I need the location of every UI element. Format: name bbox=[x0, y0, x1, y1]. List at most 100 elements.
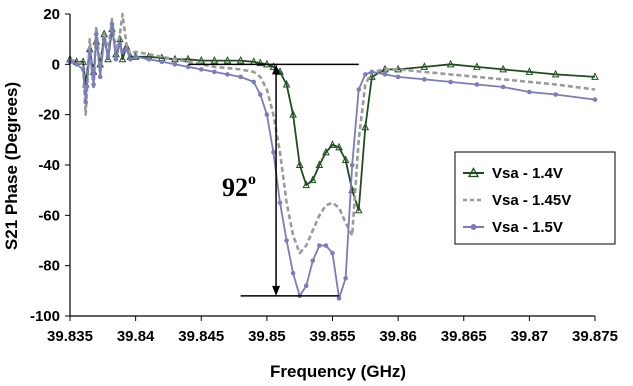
series-2-point bbox=[271, 150, 276, 155]
series-2-point bbox=[290, 270, 296, 276]
legend: Vsa - 1.4V Vsa - 1.45V Vsa - 1.5V bbox=[454, 151, 616, 245]
series-2-point bbox=[474, 82, 480, 87]
x-tick-label: 39.855 bbox=[310, 328, 356, 345]
series-2-point bbox=[369, 69, 375, 75]
series-0-point bbox=[354, 205, 363, 214]
x-tick-label: 39.84 bbox=[117, 328, 155, 345]
y-tick-label: -20 bbox=[38, 107, 60, 124]
x-tick-label: 39.835 bbox=[47, 328, 93, 345]
y-tick-label: -60 bbox=[38, 207, 60, 224]
series-2-point bbox=[363, 72, 368, 77]
series-0-point bbox=[551, 69, 560, 78]
series-0-point bbox=[79, 57, 87, 65]
series-2-point bbox=[251, 79, 257, 85]
series-0-point bbox=[446, 59, 455, 68]
series-0-point bbox=[499, 64, 507, 73]
series-2-point bbox=[382, 72, 388, 77]
series-2-point bbox=[80, 67, 86, 72]
series-0-point bbox=[295, 160, 304, 168]
series-0-point bbox=[309, 175, 317, 184]
y-tick-label: -40 bbox=[38, 157, 60, 174]
series-2-point bbox=[527, 89, 532, 95]
series-2-point bbox=[97, 74, 103, 80]
series-2-point bbox=[128, 57, 133, 62]
series-2-point bbox=[422, 77, 427, 82]
x-tick-label: 39.86 bbox=[379, 328, 417, 345]
series-2-point bbox=[124, 46, 129, 52]
series-2-point bbox=[317, 243, 322, 248]
x-tick-label: 39.845 bbox=[178, 328, 224, 345]
series-0-point bbox=[282, 79, 291, 88]
series-0-point bbox=[361, 122, 370, 131]
arrow-head-up bbox=[272, 64, 281, 75]
y-tick-label: 0 bbox=[52, 56, 60, 73]
series-0-point bbox=[223, 55, 232, 64]
series-0-point bbox=[335, 142, 343, 151]
y-tick-label: -80 bbox=[38, 258, 60, 275]
series-2-point bbox=[120, 49, 125, 55]
series-0-point bbox=[269, 62, 278, 70]
legend-box bbox=[454, 151, 616, 245]
series-2-point bbox=[105, 54, 111, 60]
series-2-point bbox=[258, 92, 263, 97]
series-2-point bbox=[198, 67, 204, 72]
series-layer bbox=[66, 12, 599, 301]
annotation-label-base: 92 bbox=[222, 173, 248, 202]
series-2-point bbox=[93, 31, 99, 37]
annotation-label: 92o bbox=[222, 171, 256, 202]
y-tick-label: 20 bbox=[43, 6, 60, 23]
series-0-point bbox=[420, 62, 429, 70]
series-0-point bbox=[473, 62, 481, 70]
x-axis-title: Frequency (GHz) bbox=[270, 362, 406, 381]
series-2-point bbox=[310, 258, 316, 263]
x-tick-label: 39.865 bbox=[441, 328, 487, 345]
legend-label-0: Vsa - 1.4V bbox=[492, 165, 563, 182]
series-0-point bbox=[315, 160, 324, 168]
series-2-point bbox=[264, 112, 270, 117]
legend-label-1: Vsa - 1.45V bbox=[492, 192, 571, 209]
series-0-point bbox=[328, 140, 337, 148]
series-0-point bbox=[341, 155, 350, 163]
series-2-point bbox=[146, 57, 152, 62]
legend-label-2: Vsa - 1.5V bbox=[492, 219, 563, 236]
arrow-head-down bbox=[272, 285, 281, 296]
series-2-point bbox=[74, 62, 79, 67]
x-tick-label: 39.87 bbox=[511, 328, 549, 345]
series-2-point bbox=[303, 283, 309, 289]
series-2-point bbox=[553, 92, 558, 97]
series-2-point bbox=[212, 69, 217, 75]
y-axis-title: S21 Phase (Degrees) bbox=[2, 82, 21, 250]
legend-marker-2 bbox=[470, 224, 477, 230]
series-line-1 bbox=[69, 12, 596, 255]
legend-marker-0 bbox=[467, 167, 480, 178]
series-2-point bbox=[395, 74, 401, 80]
series-0-point bbox=[289, 110, 297, 118]
series-0-point bbox=[118, 54, 127, 63]
x-tick-label: 39.875 bbox=[572, 328, 618, 345]
series-2-point bbox=[185, 64, 191, 70]
series-2-point bbox=[277, 200, 283, 206]
series-2-point bbox=[323, 243, 329, 248]
series-2-point bbox=[592, 97, 598, 102]
series-0-point bbox=[302, 180, 311, 189]
series-2-point bbox=[448, 79, 453, 85]
legend-item-1: Vsa - 1.45V bbox=[463, 192, 571, 209]
series-2-point bbox=[356, 87, 362, 92]
series-2-point bbox=[87, 49, 92, 55]
series-2-point bbox=[349, 162, 355, 168]
series-2-point bbox=[284, 238, 289, 243]
annotation-label-superscript: o bbox=[248, 171, 256, 188]
series-2-point bbox=[117, 41, 123, 47]
series-2-point bbox=[238, 74, 243, 80]
y-tick-label: -100 bbox=[30, 308, 60, 325]
series-0-point bbox=[368, 72, 376, 80]
series-2-point bbox=[133, 54, 138, 60]
series-0-point bbox=[104, 54, 112, 63]
legend-item-2: Vsa - 1.5V bbox=[463, 219, 563, 236]
axes-layer: 20 0 -20 -40 -60 -80 -100 39.835 39.84 39.845 39.8… bbox=[30, 6, 618, 345]
series-2-point bbox=[101, 36, 107, 42]
series-2-point bbox=[343, 275, 348, 281]
series-0-point bbox=[210, 55, 219, 64]
series-2-point bbox=[500, 84, 506, 90]
